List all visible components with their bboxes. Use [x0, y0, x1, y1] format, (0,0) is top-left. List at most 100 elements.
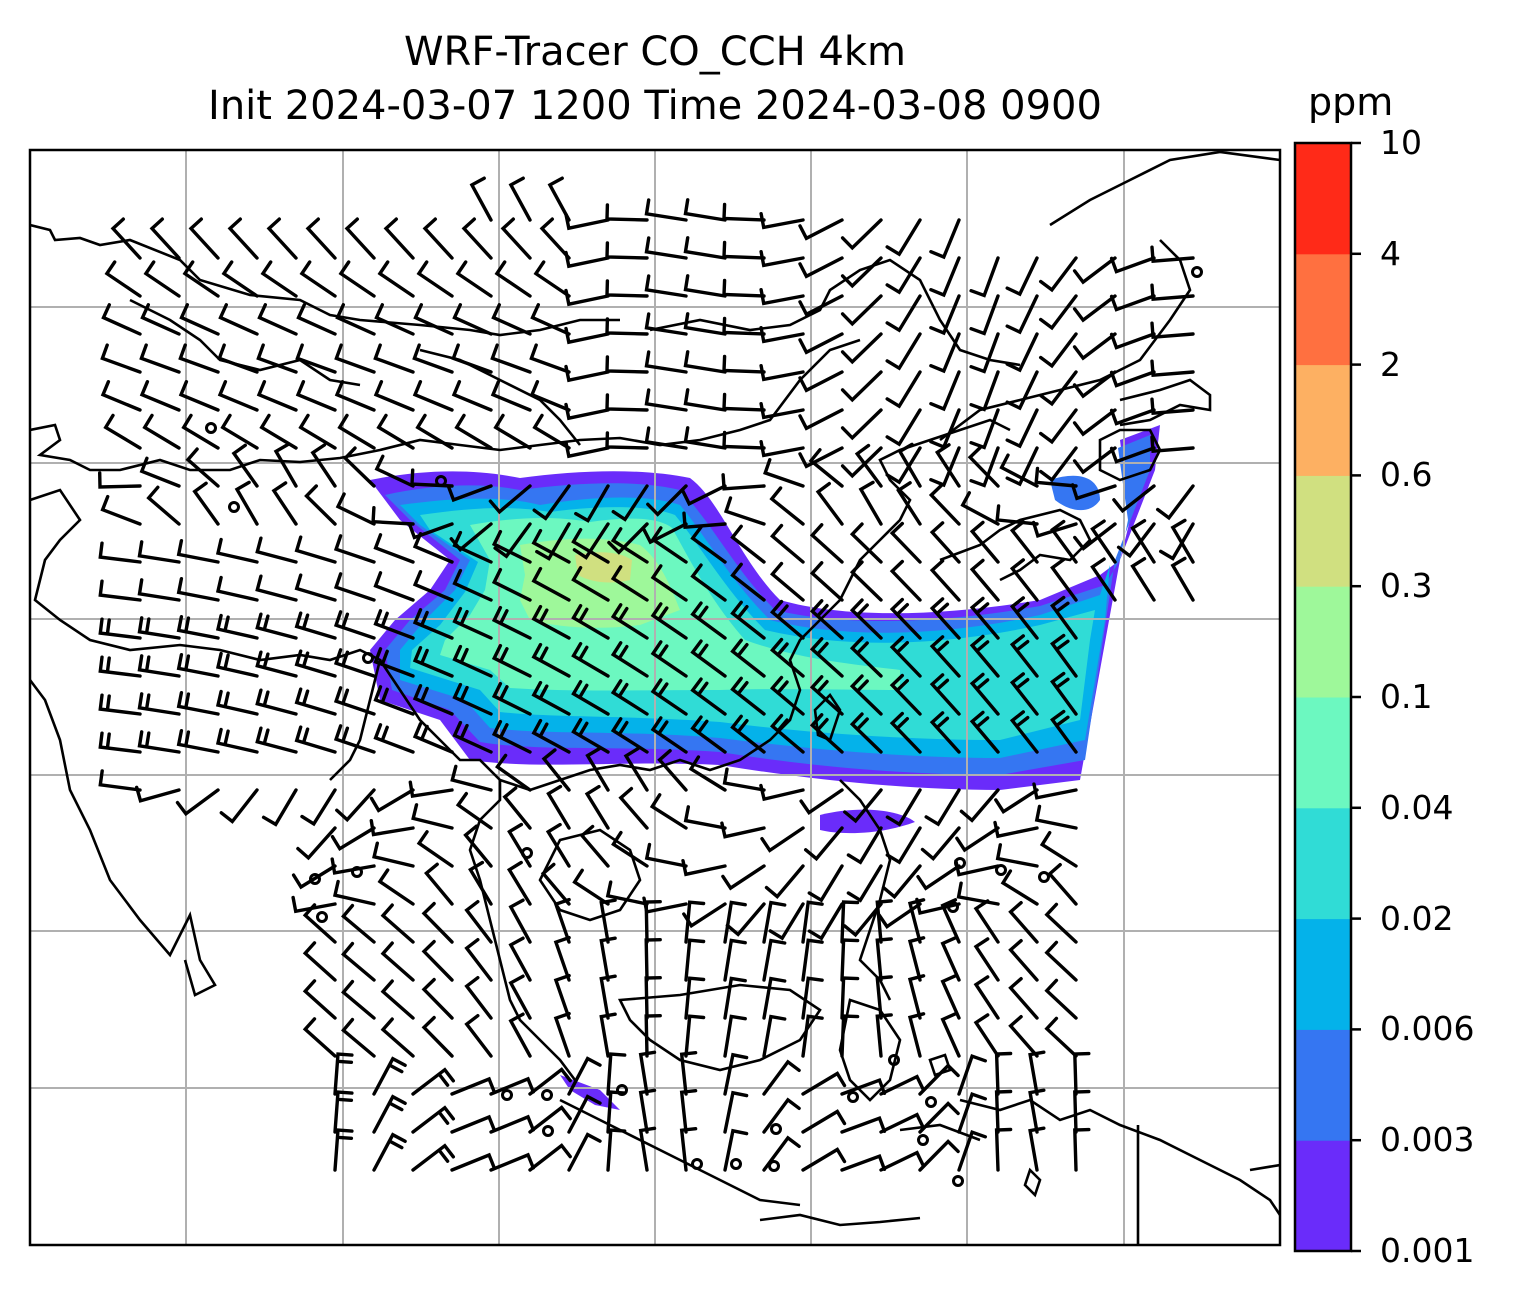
wind-barb: [464, 1014, 493, 1058]
wind-barb: [491, 303, 532, 336]
wind-barb: [1008, 939, 1039, 982]
wind-barb: [450, 1152, 496, 1172]
wind-barb: [546, 784, 571, 830]
wind-barb: [98, 471, 142, 489]
wind-barb: [255, 574, 298, 602]
wind-barb: [969, 596, 1000, 640]
wind-barb: [681, 859, 727, 877]
wind-barb: [644, 236, 688, 260]
wind-barb: [730, 676, 766, 716]
wind-barb: [333, 534, 376, 564]
colorbar-tick-label: 10: [1380, 123, 1422, 162]
wind-barb: [369, 819, 415, 837]
wind-barb: [1028, 1088, 1046, 1134]
wind-barb: [310, 443, 337, 488]
wind-barb: [571, 604, 610, 640]
wind-barb: [840, 1014, 860, 1058]
wind-barb: [380, 1017, 415, 1058]
wind-barb: [801, 900, 824, 944]
wind-barb: [176, 539, 220, 564]
wind-barb: [679, 1127, 698, 1172]
wind-barb: [192, 481, 220, 526]
wind-barb: [769, 523, 805, 564]
wind-barb: [415, 413, 454, 450]
wind-barb: [611, 484, 649, 522]
wind-barb: [532, 484, 571, 521]
wind-barb: [564, 440, 610, 459]
wind-barb: [1109, 408, 1156, 426]
wind-barb: [605, 203, 649, 222]
wind-barb: [929, 218, 961, 260]
colorbar-bin: [1295, 253, 1351, 366]
wind-barb: [179, 303, 220, 336]
wind-barb: [508, 898, 532, 944]
wind-barb: [684, 976, 706, 1020]
wind-barb: [650, 564, 688, 602]
wind-barb: [918, 1101, 960, 1134]
wind-barb: [907, 1012, 926, 1058]
wind-barb: [889, 559, 922, 602]
wind-barb: [646, 484, 688, 517]
wind-barb: [411, 1067, 455, 1096]
wind-barb: [610, 679, 649, 716]
wind-barb: [302, 979, 337, 1020]
wind-barb: [840, 370, 883, 403]
wind-barb: [650, 640, 688, 678]
wind-barb: [567, 1094, 602, 1134]
wind-barb: [564, 402, 610, 421]
wind-barb: [1005, 370, 1039, 411]
wind-barb: [683, 805, 727, 830]
wind-barb: [452, 644, 493, 678]
wind-barb: [684, 1014, 706, 1058]
wind-barb: [231, 443, 259, 488]
wind-barb: [721, 473, 766, 491]
wind-barb: [1072, 332, 1117, 361]
wind-barb: [760, 826, 805, 853]
wind-barb: [491, 605, 532, 640]
wind-barb: [969, 408, 1000, 450]
wind-barb: [412, 684, 454, 716]
wind-barb: [100, 380, 142, 412]
wind-barb: [296, 303, 337, 336]
colorbar-ticks: [1351, 141, 1361, 1253]
colorbar-bin: [1295, 364, 1351, 476]
wind-barb: [1008, 977, 1039, 1020]
wind-barb: [330, 826, 376, 852]
wind-barb: [295, 343, 337, 374]
wind-barb: [380, 903, 415, 944]
wind-barb: [644, 976, 662, 1020]
wind-barb: [137, 730, 181, 754]
wind-barb: [1109, 332, 1156, 350]
wind-barb: [464, 976, 493, 1020]
wind-barb: [683, 274, 727, 298]
wind-barb: [333, 572, 376, 602]
wind-barb: [969, 634, 1000, 678]
wind-barb: [373, 533, 415, 564]
wind-barb: [762, 900, 787, 944]
wind-barb: [1150, 245, 1195, 264]
wind-barb: [567, 1056, 602, 1096]
wind-barb: [373, 609, 415, 640]
wind-barb: [553, 1011, 571, 1058]
wind-barb: [801, 976, 824, 1020]
wind-barb: [571, 642, 610, 678]
wind-barb: [304, 484, 337, 526]
wind-barb: [885, 446, 922, 485]
wind-barb: [463, 824, 493, 868]
wind-barb: [1031, 520, 1078, 539]
wind-barb: [452, 682, 493, 716]
wind-barb: [495, 753, 532, 792]
wind-barb: [730, 524, 766, 564]
wind-barb: [929, 711, 961, 754]
wind-barb: [769, 675, 805, 716]
wind-barb: [849, 522, 883, 564]
wind-barb: [1170, 518, 1195, 564]
wind-barb: [720, 821, 766, 839]
wind-barb: [1039, 408, 1078, 445]
wind-barb: [915, 897, 961, 916]
wind-barb: [929, 635, 961, 678]
wind-barb: [599, 898, 617, 944]
wind-barb: [1005, 256, 1039, 297]
wind-barb: [889, 635, 922, 678]
wind-barb: [849, 712, 883, 754]
